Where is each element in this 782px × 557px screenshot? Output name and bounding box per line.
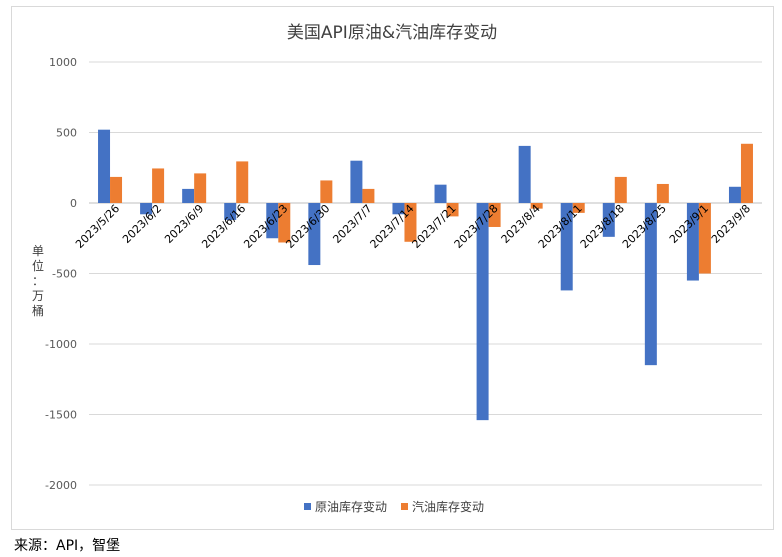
bar-crude [560, 203, 573, 291]
y-tick-label: -1000 [45, 338, 77, 351]
bar-crude [392, 203, 405, 215]
bar-crude [98, 129, 111, 203]
bar-gasoline [488, 203, 501, 227]
legend-label: 汽油库存变动 [412, 499, 484, 514]
bar-crude [140, 203, 153, 215]
legend-swatch [304, 503, 311, 510]
bar-gasoline [320, 180, 333, 203]
bar-gasoline [740, 143, 753, 203]
bar-gasoline [614, 176, 627, 203]
x-tick-label: 2023/7/7 [330, 202, 374, 246]
legend: 原油库存变动 汽油库存变动 [304, 499, 484, 514]
x-tick-label: 2023/9/8 [709, 202, 753, 246]
bar-crude [224, 203, 237, 220]
bar-gasoline [698, 203, 711, 274]
bar-gasoline [278, 203, 291, 243]
x-tick-label: 2023/6/9 [162, 202, 206, 246]
bar-crude [644, 203, 657, 366]
chart-frame: 美国API原油&汽油库存变动 1000 500 0 -500 -1000 -1500 -20… [11, 6, 774, 530]
y-tick-label: 0 [70, 197, 77, 210]
x-tick-label: 2023/6/16 [199, 202, 248, 251]
y-axis-label-char: 桶 [32, 303, 44, 318]
legend-swatch [401, 503, 408, 510]
source-note: 来源：API，智堡 [14, 538, 121, 554]
y-axis-label: 单位：万桶 [32, 244, 44, 318]
bar-gasoline [194, 173, 207, 203]
y-tick-label: 500 [56, 127, 77, 140]
x-tick-label: 2023/6/30 [283, 202, 332, 251]
x-tick-label: 2023/8/11 [536, 202, 585, 251]
y-axis-label-char: 位 [32, 258, 44, 273]
bar-gasoline [362, 188, 375, 203]
bar-crude [266, 203, 279, 239]
y-axis-ticks: 1000 500 0 -500 -1000 -1500 -2000 [45, 56, 77, 492]
bars [98, 129, 753, 421]
bar-crude [476, 203, 489, 421]
x-tick-label: 2023/5/26 [73, 202, 122, 251]
bar-crude [728, 186, 741, 203]
bar-gasoline [572, 203, 585, 213]
bar-gasoline [656, 183, 669, 203]
y-tick-label: -2000 [45, 479, 77, 492]
bar-gasoline [110, 176, 123, 203]
y-tick-label: 1000 [49, 56, 77, 69]
chart-title: 美国API原油&汽油库存变动 [287, 23, 497, 43]
legend-label: 原油库存变动 [315, 499, 387, 514]
bar-crude [518, 145, 531, 203]
bar-crude [182, 188, 195, 203]
bar-gasoline [446, 203, 459, 217]
bar-chart: 美国API原油&汽油库存变动 1000 500 0 -500 -1000 -1500 -20… [32, 23, 762, 514]
y-axis-label-char: ： [32, 274, 44, 288]
x-tick-label: 2023/8/25 [620, 202, 669, 251]
bar-gasoline [404, 203, 417, 242]
gridlines [89, 61, 762, 486]
bar-crude [308, 203, 321, 266]
y-tick-label: -1500 [45, 409, 77, 422]
x-tick-label: 2023/8/18 [578, 202, 627, 251]
y-axis-label-char: 万 [32, 289, 44, 303]
bar-gasoline [152, 168, 165, 203]
bar-crude [434, 184, 447, 203]
bar-crude [686, 203, 699, 281]
x-tick-label: 2023/7/21 [410, 202, 459, 251]
y-tick-label: -500 [52, 268, 77, 281]
y-axis-label-char: 单 [32, 244, 44, 258]
bar-gasoline [236, 161, 249, 203]
bar-gasoline [530, 203, 543, 209]
x-tick-label: 2023/8/4 [499, 202, 543, 246]
bar-crude [350, 160, 363, 203]
bar-crude [602, 203, 615, 237]
